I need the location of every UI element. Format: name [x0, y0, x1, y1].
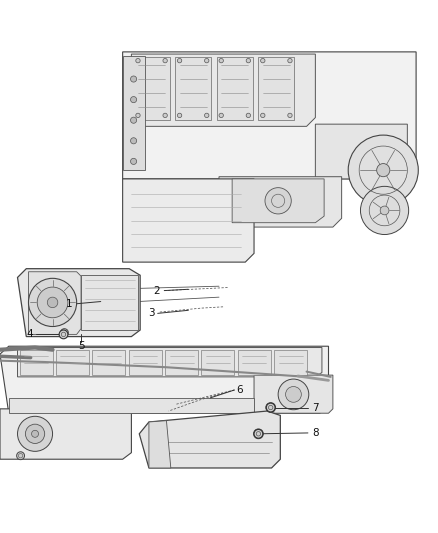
- Circle shape: [37, 287, 68, 318]
- Text: 5: 5: [78, 341, 85, 351]
- Circle shape: [348, 135, 418, 205]
- Text: 7: 7: [312, 402, 319, 413]
- Circle shape: [288, 113, 292, 118]
- Circle shape: [380, 206, 389, 215]
- Circle shape: [360, 187, 409, 235]
- Polygon shape: [139, 411, 280, 468]
- Circle shape: [265, 188, 291, 214]
- Polygon shape: [165, 350, 198, 375]
- Circle shape: [60, 329, 68, 336]
- Circle shape: [32, 430, 39, 437]
- Polygon shape: [56, 350, 89, 375]
- Circle shape: [377, 164, 390, 177]
- Polygon shape: [129, 350, 162, 375]
- Polygon shape: [217, 57, 253, 120]
- Text: 8: 8: [312, 428, 319, 438]
- Circle shape: [136, 113, 140, 118]
- Text: 4: 4: [26, 329, 33, 340]
- Polygon shape: [254, 375, 333, 413]
- Polygon shape: [238, 350, 271, 375]
- Circle shape: [177, 113, 182, 118]
- Text: 3: 3: [148, 309, 155, 318]
- Polygon shape: [9, 398, 254, 413]
- Circle shape: [205, 59, 209, 63]
- Circle shape: [18, 416, 53, 451]
- Circle shape: [47, 297, 58, 308]
- Circle shape: [131, 117, 137, 123]
- Circle shape: [131, 96, 137, 103]
- Polygon shape: [149, 421, 171, 468]
- Circle shape: [131, 76, 137, 82]
- Text: 1: 1: [66, 298, 73, 309]
- Polygon shape: [28, 272, 81, 334]
- Circle shape: [163, 59, 167, 63]
- Polygon shape: [134, 57, 170, 120]
- Circle shape: [205, 113, 209, 118]
- Polygon shape: [81, 275, 138, 330]
- Text: 6: 6: [237, 385, 244, 395]
- Polygon shape: [219, 177, 342, 227]
- Polygon shape: [123, 56, 145, 170]
- Polygon shape: [131, 54, 315, 126]
- Polygon shape: [274, 350, 307, 375]
- Circle shape: [266, 403, 275, 412]
- Circle shape: [219, 113, 223, 118]
- Polygon shape: [18, 269, 140, 336]
- Polygon shape: [201, 350, 234, 375]
- Polygon shape: [123, 52, 416, 179]
- Circle shape: [163, 113, 167, 118]
- Polygon shape: [258, 57, 294, 120]
- Circle shape: [278, 379, 309, 410]
- Circle shape: [246, 113, 251, 118]
- Polygon shape: [20, 350, 53, 375]
- Circle shape: [131, 138, 137, 144]
- Polygon shape: [232, 179, 324, 223]
- Circle shape: [177, 59, 182, 63]
- Circle shape: [286, 386, 301, 402]
- Polygon shape: [123, 179, 254, 262]
- Polygon shape: [0, 346, 328, 413]
- Circle shape: [136, 59, 140, 63]
- Circle shape: [219, 59, 223, 63]
- Circle shape: [254, 430, 263, 438]
- Circle shape: [131, 158, 137, 165]
- Text: 2: 2: [153, 286, 160, 296]
- Circle shape: [246, 59, 251, 63]
- Circle shape: [288, 59, 292, 63]
- Circle shape: [28, 278, 77, 327]
- Circle shape: [266, 403, 276, 413]
- Circle shape: [261, 59, 265, 63]
- Polygon shape: [175, 57, 211, 120]
- Circle shape: [25, 424, 45, 443]
- Polygon shape: [18, 348, 322, 377]
- Circle shape: [254, 429, 263, 439]
- Polygon shape: [315, 124, 407, 179]
- Polygon shape: [92, 350, 125, 375]
- Circle shape: [59, 330, 68, 339]
- Polygon shape: [0, 409, 131, 459]
- Circle shape: [17, 452, 25, 459]
- Circle shape: [261, 113, 265, 118]
